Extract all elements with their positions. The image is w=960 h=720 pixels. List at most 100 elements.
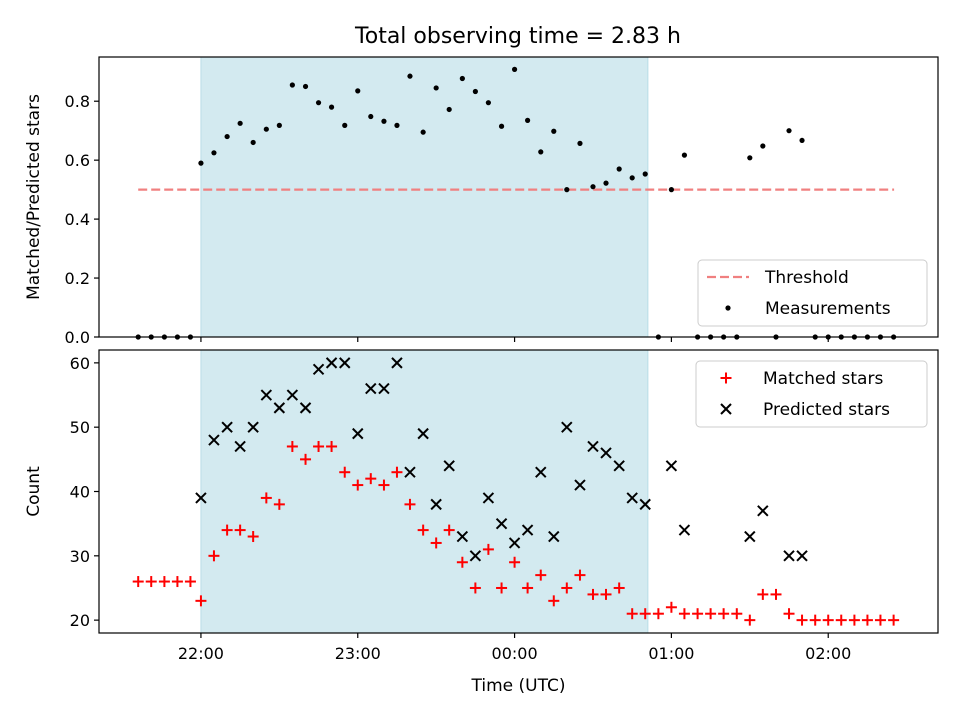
legend-box [697,259,928,327]
cross-stroke-b [404,466,416,478]
figure-title: Total observing time = 2.83 h [354,24,681,49]
measurement-point [681,152,688,158]
predicted-star-point [626,492,638,504]
observing-window-shading [200,56,649,338]
matched-star-point [430,537,442,549]
matched-star-point [195,595,207,607]
predicted-star-point [221,421,233,433]
x-tick-label: 23:00 [335,644,381,663]
cross-stroke-b [247,421,259,433]
matched-star-point [783,608,795,620]
y-axis-label: Count [24,466,44,517]
matched-star-point [145,576,157,588]
matched-star-point [678,608,690,620]
cross-stroke-b [299,402,312,414]
predicted-star-point [495,517,508,530]
cross-stroke-b [613,460,625,472]
matched-star-point [718,608,730,620]
x-tick-label: 22:00 [178,644,224,663]
matched-star-point [626,608,638,620]
predicted-star-point [639,498,651,511]
measurement-point [459,75,465,82]
matched-star-point [496,582,508,594]
measurement-point [551,128,557,134]
y-tick-label: 0.0 [65,328,90,347]
measurement-point [328,104,335,110]
measurement-point [590,184,596,190]
cross-stroke-b [783,550,795,562]
predicted-star-point [273,402,286,414]
matched-star-point [587,588,599,600]
matched-star-point [796,614,808,626]
cross-stroke-b [521,524,534,536]
measurement-point [276,122,282,128]
predicted-star-point [352,427,364,440]
cross-stroke-b [508,537,521,549]
cross-stroke-b [352,427,364,440]
matched-star-point [809,614,821,626]
matched-star-point [286,440,298,452]
matched-star-point [848,614,860,626]
x-tick-label: 01:00 [648,644,694,663]
predicted-star-point [365,382,377,395]
legend-label: Matched stars [763,369,883,389]
matched-star-point [352,479,364,491]
cross-stroke-b [417,427,429,440]
y-tick-label: 50 [70,418,90,437]
cross-stroke-b [391,357,403,369]
matched-star-point [132,576,144,588]
measurement-point [538,149,544,155]
predicted-star-point [613,460,625,472]
cross-stroke-b [312,363,325,376]
predicted-star-point [456,530,469,543]
legend: Threshold Measurements [697,259,928,327]
predicted-star-point [561,421,573,433]
cross-stroke-b [678,524,691,536]
ratio-plot: 0.0 0.2 0.4 0.6 0.8 Matched/Predicted stars Th… [24,56,939,347]
cross-stroke-b [796,550,808,562]
measurement-point [799,137,805,144]
cross-stroke-b [495,517,508,530]
measurement-point [485,100,491,106]
y-tick-label: 0.4 [65,210,90,229]
measurement-point [224,133,230,140]
matched-star-point [247,531,259,543]
matched-star-point [184,576,196,588]
matched-star-point [574,569,586,581]
measurement-point [263,126,269,132]
measurement-point [302,83,309,90]
predicted-star-point [404,466,416,478]
matched-star-point [522,582,534,594]
y-tick-label: 20 [70,611,90,630]
matched-star-point [417,524,429,536]
predicted-star-point [234,440,246,453]
predicted-star-point [587,440,599,453]
cross-stroke-b [469,550,482,562]
cross-stroke-b [587,440,599,453]
matched-star-point [482,543,494,555]
predicted-star-point [391,357,403,369]
predicted-star-point [417,427,429,440]
matched-star-point [705,608,717,620]
cross-stroke-b [378,382,390,395]
predicted-star-point [600,447,612,459]
matched-star-point [260,492,272,504]
cross-stroke-b [430,498,442,511]
matched-star-point [365,473,377,485]
predicted-star-point [521,524,534,536]
matched-star-point [171,576,183,588]
matched-star-point [835,614,847,626]
measurement-point [198,160,204,166]
predicted-star-point [548,530,560,543]
matched-star-point [208,550,220,562]
measurement-point [760,143,766,149]
predicted-star-point [783,550,795,562]
legend-label: Threshold [764,268,849,288]
matched-star-point [692,608,704,620]
cross-stroke-b [574,479,586,491]
predicted-star-point [195,492,207,504]
y-tick-label: 0.6 [65,151,90,170]
matched-star-point [339,466,351,478]
cross-stroke-b [456,530,469,543]
measurement-point [668,187,675,193]
